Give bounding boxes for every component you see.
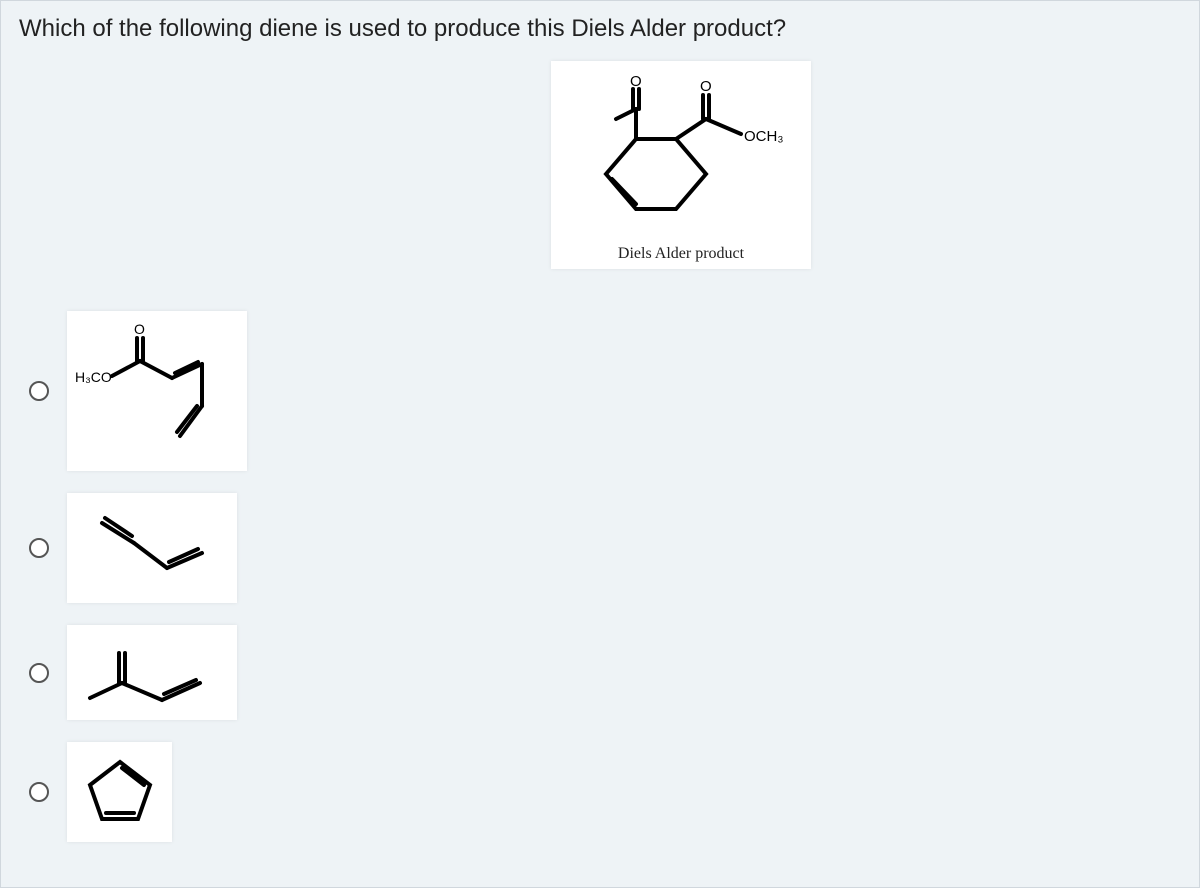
- radio-b[interactable]: [29, 538, 49, 558]
- option-d-figure: [67, 742, 172, 842]
- product-o-label-2: O: [700, 78, 712, 95]
- options-list: H₃CO O: [29, 311, 247, 842]
- product-structure-svg: O O OCH₃: [566, 69, 796, 239]
- option-b-figure: [67, 493, 237, 603]
- option-b-svg: [72, 498, 232, 598]
- product-figure: O O OCH₃ Diels Alder product: [551, 61, 811, 269]
- option-a-figure: H₃CO O: [67, 311, 247, 471]
- option-c-svg: [72, 628, 232, 718]
- option-b[interactable]: [29, 493, 247, 603]
- option-a-h3co: H₃CO: [75, 369, 112, 385]
- option-a-o: O: [134, 321, 145, 337]
- option-a-svg: H₃CO O: [72, 316, 242, 466]
- product-och3-label: OCH₃: [744, 128, 783, 145]
- option-c[interactable]: [29, 625, 247, 720]
- question-text: Which of the following diene is used to …: [19, 15, 1181, 43]
- option-d[interactable]: [29, 742, 247, 842]
- radio-c[interactable]: [29, 663, 49, 683]
- radio-d[interactable]: [29, 782, 49, 802]
- option-c-figure: [67, 625, 237, 720]
- product-caption: Diels Alder product: [559, 245, 803, 263]
- radio-a[interactable]: [29, 381, 49, 401]
- question-container: Which of the following diene is used to …: [0, 0, 1200, 888]
- product-o-label-1: O: [630, 73, 642, 90]
- option-d-svg: [72, 747, 167, 837]
- option-a[interactable]: H₃CO O: [29, 311, 247, 471]
